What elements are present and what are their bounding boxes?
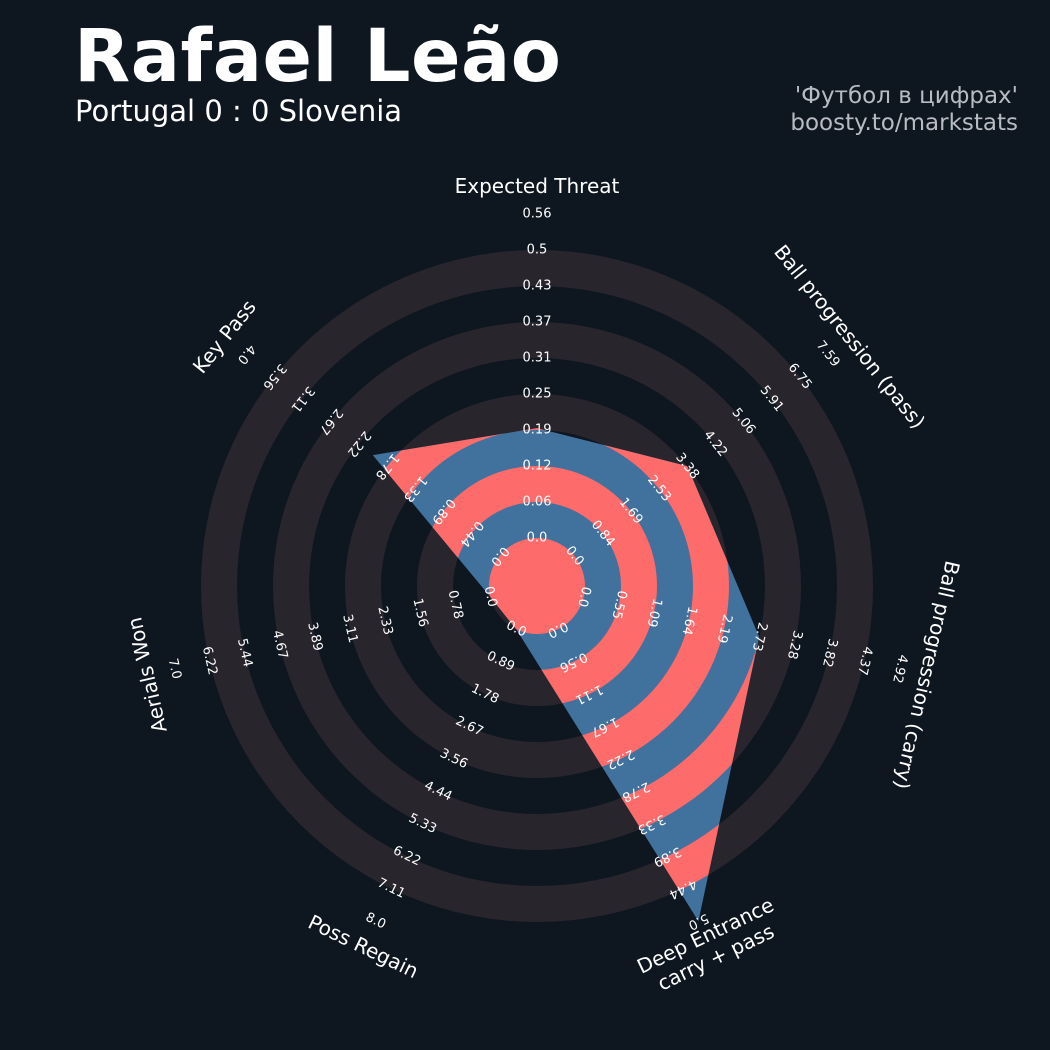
tick-label: 0.31	[523, 351, 552, 366]
tick-label: 3.82	[819, 637, 840, 669]
tick-label: 1.56	[409, 597, 430, 629]
tick-label: 3.11	[339, 613, 360, 645]
tick-label: 2.33	[374, 605, 395, 637]
tick-label: 2.19	[714, 613, 735, 645]
tick-label: 4.92	[889, 653, 910, 685]
tick-label: 0.5	[527, 243, 548, 258]
tick-label: 1.09	[643, 597, 664, 629]
tick-label: 6.22	[199, 645, 220, 677]
tick-label: 8.0	[363, 910, 388, 932]
tick-label: 2.73	[749, 621, 770, 653]
axis-label: Aerials Won	[122, 615, 172, 735]
tick-label: 0.56	[523, 207, 552, 222]
tick-label: 5.44	[234, 637, 255, 669]
tick-label: 7.59	[813, 338, 843, 370]
tick-label: 0.55	[608, 589, 629, 621]
tick-label: 0.78	[445, 589, 466, 621]
tick-label: 0.0	[481, 585, 500, 609]
tick-label: 4.0	[234, 341, 259, 367]
axis-label: Key Pass	[188, 295, 261, 378]
tick-label: 3.28	[784, 629, 805, 661]
tick-label: 0.25	[523, 387, 552, 402]
tick-label: 0.37	[523, 315, 552, 330]
tick-label: 3.89	[304, 621, 325, 653]
tick-label: 0.0	[574, 585, 593, 609]
player-stripe-center	[489, 538, 585, 634]
tick-label: 0.06	[523, 495, 552, 510]
tick-label: 0.19	[523, 423, 552, 438]
tick-label: 4.37	[854, 645, 875, 677]
credit-line-2: boosty.to/markstats	[790, 110, 1018, 136]
axis-label: Expected Threat	[455, 174, 620, 198]
match-subtitle: Portugal 0 : 0 Slovenia	[75, 94, 403, 128]
tick-label: 0.0	[527, 531, 548, 546]
credit-line-1: 'Футбол в цифрах'	[794, 83, 1018, 109]
tick-label: 1.64	[679, 605, 700, 637]
tick-label: 0.43	[523, 279, 552, 294]
tick-label: 7.0	[165, 657, 184, 681]
axis-label: Deep Entrancecarry + pass	[633, 893, 788, 1001]
tick-label: 4.67	[269, 629, 290, 661]
tick-label: 0.12	[523, 459, 552, 474]
player-name-title: Rafael Leão	[74, 14, 562, 99]
